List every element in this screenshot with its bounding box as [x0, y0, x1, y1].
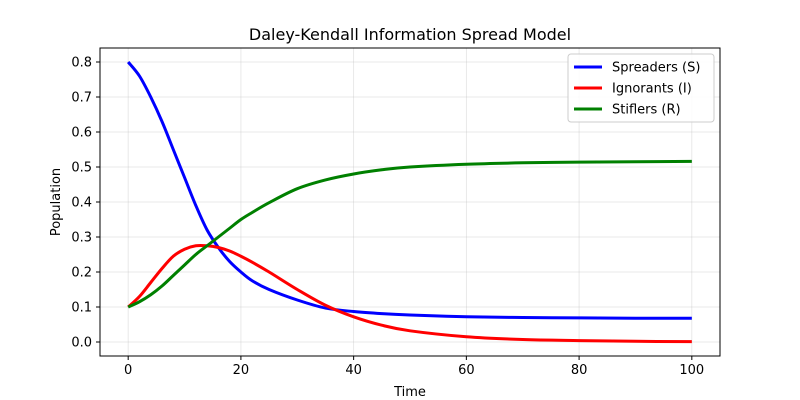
legend-entry-label: Ignorants (I) [612, 82, 692, 97]
series-line-ignorants-i [127, 243, 692, 344]
x-axis-label: Time [393, 385, 426, 400]
y-tick-label: 0.8 [71, 56, 92, 71]
y-tick-label: 0.5 [71, 161, 92, 176]
legend: Spreaders (S) Ignorants (I) Stiflers (R) [567, 53, 715, 123]
chart-title: Daley-Kendall Information Spread Model [249, 25, 571, 44]
series-line-stiflers-r [127, 159, 692, 309]
y-tick-label: 0.2 [71, 266, 92, 281]
legend-entry-label: Spreaders (S) [612, 61, 700, 76]
y-tick-label: 0.6 [71, 126, 92, 141]
x-tick-label: 40 [345, 363, 362, 378]
x-tick-label: 20 [233, 363, 250, 378]
legend-entry-label: Stiflers (R) [612, 103, 681, 118]
y-tick-label: 0.0 [71, 336, 92, 351]
y-axis-label: Population [49, 168, 64, 236]
y-tick-label: 0.4 [71, 196, 92, 211]
x-tick-label: 60 [458, 363, 475, 378]
axis-ticks: 0 20 40 60 80 100 0.0 0.1 0.2 0.3 0.4 0.5 0.6 0.7 0.8 [71, 56, 704, 379]
x-tick-label: 100 [679, 363, 704, 378]
y-tick-label: 0.7 [71, 91, 92, 106]
x-tick-label: 80 [571, 363, 588, 378]
y-tick-label: 0.3 [71, 231, 92, 246]
series-line-spreaders-s [127, 61, 692, 320]
series-group [127, 61, 692, 344]
legend-box [567, 53, 715, 123]
x-tick-label: 0 [124, 363, 132, 378]
grid [100, 48, 720, 356]
y-tick-label: 0.1 [71, 301, 92, 316]
